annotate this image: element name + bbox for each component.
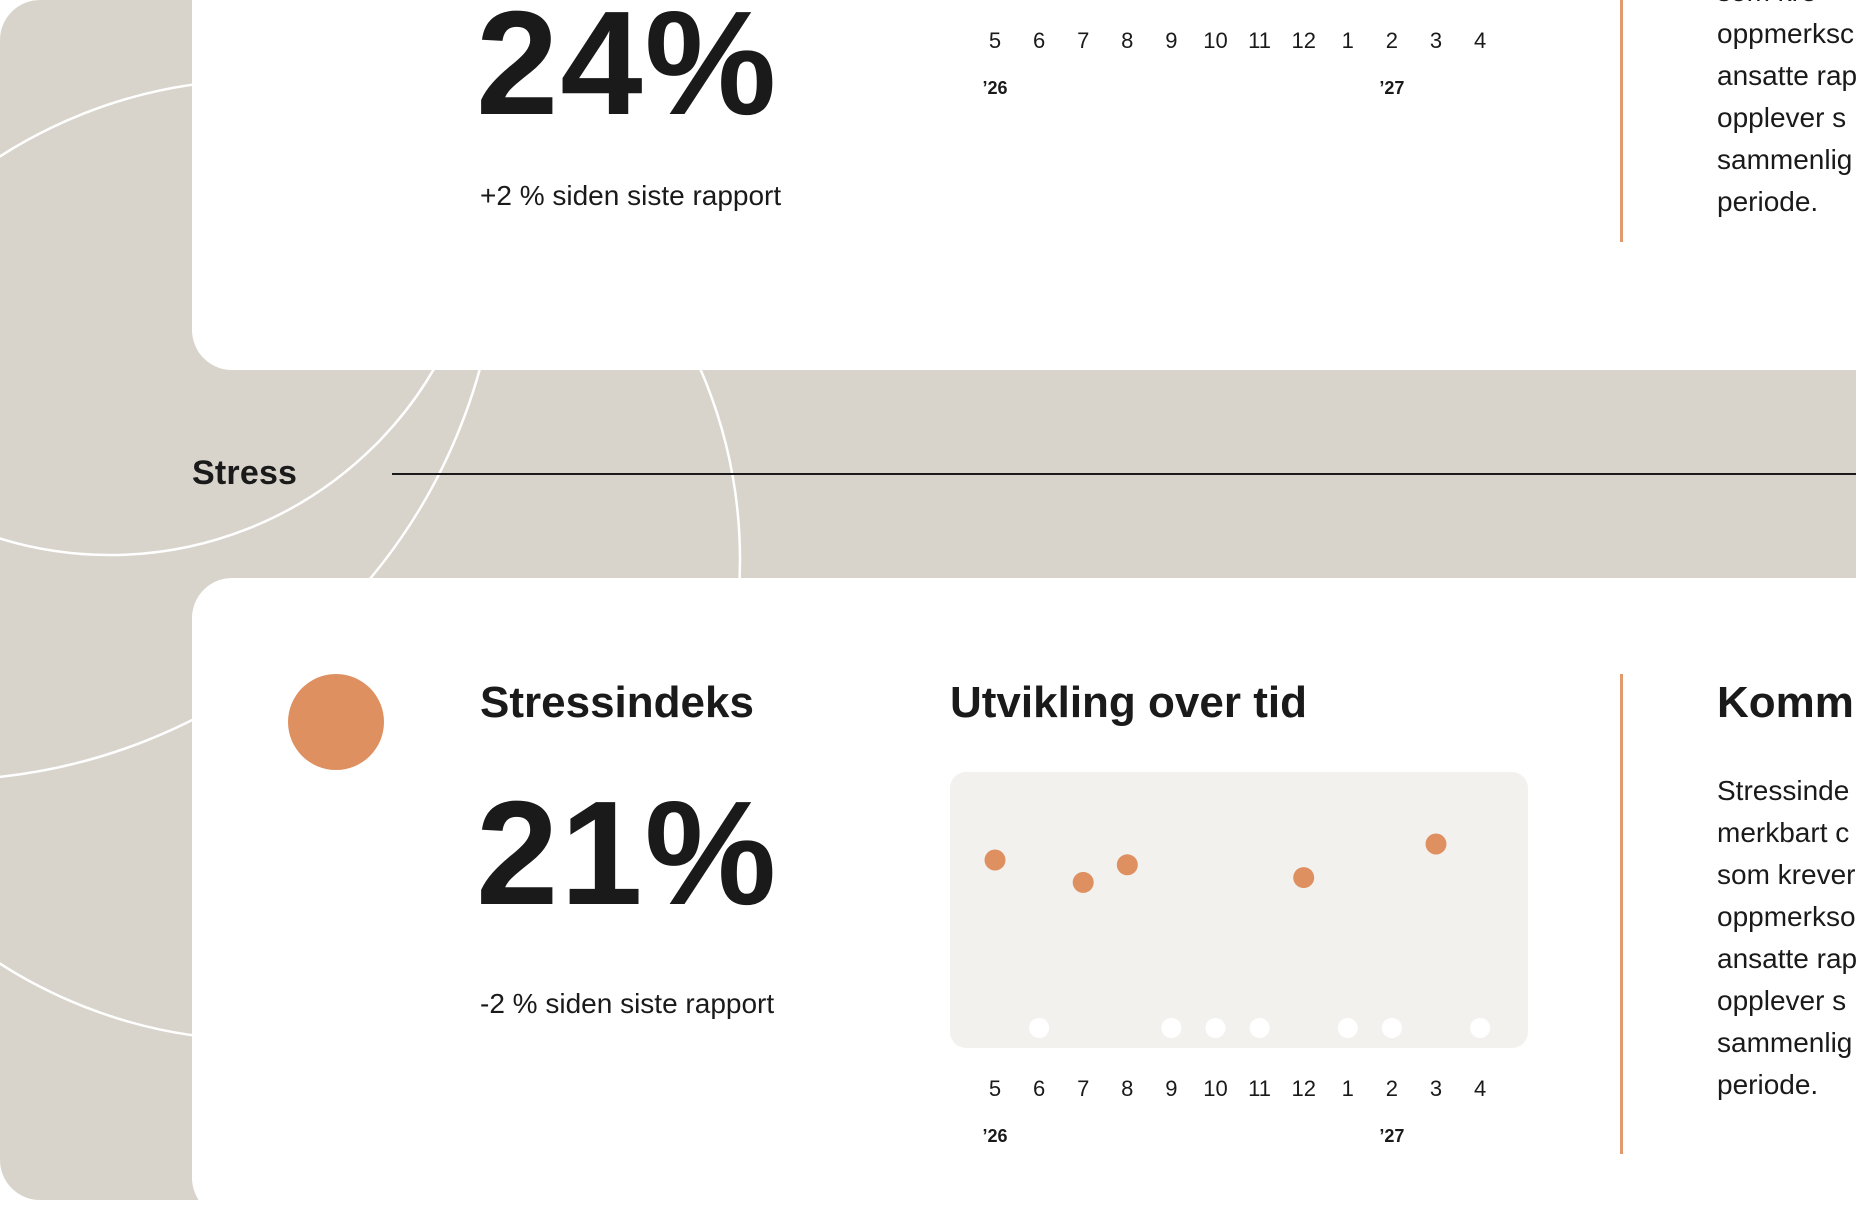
empty-point <box>1249 1018 1270 1038</box>
comment-line: ansatte rap <box>1717 60 1856 91</box>
metric-title: Stressindeks <box>480 678 754 727</box>
x-tick-label: 4 <box>1474 28 1486 53</box>
x-tick-label: 7 <box>1077 1076 1089 1101</box>
comment-title: Komm <box>1717 678 1854 727</box>
comment-line: oppmerksc <box>1717 18 1854 49</box>
comment-line: sammenlig <box>1717 1027 1853 1058</box>
x-tick-label: 9 <box>1165 28 1177 53</box>
empty-point <box>1381 1018 1402 1038</box>
metric-card-previous: 24% +2 % siden siste rapport 5 6 7 8 9 10 11 12… <box>192 0 1856 370</box>
comment-line: opplever s <box>1717 985 1847 1016</box>
x-tick-label: 10 <box>1203 28 1227 53</box>
divider-line <box>1620 674 1623 1154</box>
section-rule <box>392 473 1856 475</box>
x-tick-label: 3 <box>1430 28 1442 53</box>
chart-title: Utvikling over tid <box>950 678 1307 727</box>
empty-point <box>1337 1018 1358 1038</box>
data-point <box>1293 867 1315 889</box>
x-tick-label: 2 <box>1386 1076 1398 1101</box>
x-tick-label: 12 <box>1291 1076 1315 1101</box>
x-tick-label: 1 <box>1342 28 1354 53</box>
comment-text: som kre oppmerksc ansatte rap opplever s… <box>1717 0 1856 223</box>
comment-line: periode. <box>1717 186 1819 217</box>
data-point <box>984 849 1006 871</box>
x-tick-label: 4 <box>1474 1076 1486 1101</box>
x-tick-label: 1 <box>1342 1076 1354 1101</box>
empty-point <box>1470 1018 1491 1038</box>
x-tick-label: 6 <box>1033 1076 1045 1101</box>
empty-point <box>1029 1018 1050 1038</box>
data-point <box>1425 833 1447 855</box>
comment-line: oppmerkso <box>1717 901 1856 932</box>
data-point <box>1072 871 1094 893</box>
year-label: ’27 <box>1379 78 1404 98</box>
comment-line: som krever <box>1717 859 1856 890</box>
comment-line: opplever s <box>1717 102 1847 133</box>
empty-point <box>1205 1018 1226 1038</box>
comment-line: merkbart c <box>1717 817 1850 848</box>
x-tick-label: 7 <box>1077 28 1089 53</box>
metric-card-stressindeks: Stressindeks 21% -2 % siden siste rappor… <box>192 578 1856 1218</box>
x-tick-label: 9 <box>1165 1076 1177 1101</box>
data-point <box>1116 854 1138 876</box>
x-tick-label: 11 <box>1248 1076 1271 1101</box>
x-tick-label: 11 <box>1248 28 1271 53</box>
year-label: ’26 <box>982 78 1007 98</box>
comment-line: sammenlig <box>1717 144 1853 175</box>
x-tick-label: 12 <box>1291 28 1315 53</box>
comment-line: som kre <box>1717 0 1856 13</box>
x-tick-label: 8 <box>1121 1076 1133 1101</box>
divider-line <box>1620 0 1623 242</box>
metric-value: 21% <box>476 771 779 936</box>
x-tick-label: 5 <box>989 1076 1001 1101</box>
chart-area <box>950 772 1528 1048</box>
section-label: Stress <box>192 454 298 492</box>
year-label: ’27 <box>1379 1126 1404 1146</box>
chart-plot: 5 6 7 8 9 10 11 12 1 2 3 4’26’27 <box>982 28 1486 98</box>
metric-change: +2 % siden siste rapport <box>480 180 782 211</box>
comment-line: Stressinde <box>1717 775 1850 806</box>
x-tick-label: 3 <box>1430 1076 1442 1101</box>
metric-change: -2 % siden siste rapport <box>480 988 775 1019</box>
x-tick-label: 5 <box>989 28 1001 53</box>
metric-value: 24% <box>476 0 779 146</box>
comment-line: ansatte rap <box>1717 943 1856 974</box>
x-tick-label: 6 <box>1033 28 1045 53</box>
chart-plot: 5 6 7 8 9 10 11 12 1 2 3 4’26’27 <box>982 833 1491 1146</box>
status-indicator-dot <box>288 674 384 770</box>
x-tick-label: 2 <box>1386 28 1398 53</box>
empty-point <box>1161 1018 1182 1038</box>
comment-line: periode. <box>1717 1069 1819 1100</box>
x-tick-label: 8 <box>1121 28 1133 53</box>
comment-text: Stressinde merkbart c som krever oppmerk… <box>1717 770 1856 1106</box>
year-label: ’26 <box>982 1126 1007 1146</box>
x-tick-label: 10 <box>1203 1076 1227 1101</box>
